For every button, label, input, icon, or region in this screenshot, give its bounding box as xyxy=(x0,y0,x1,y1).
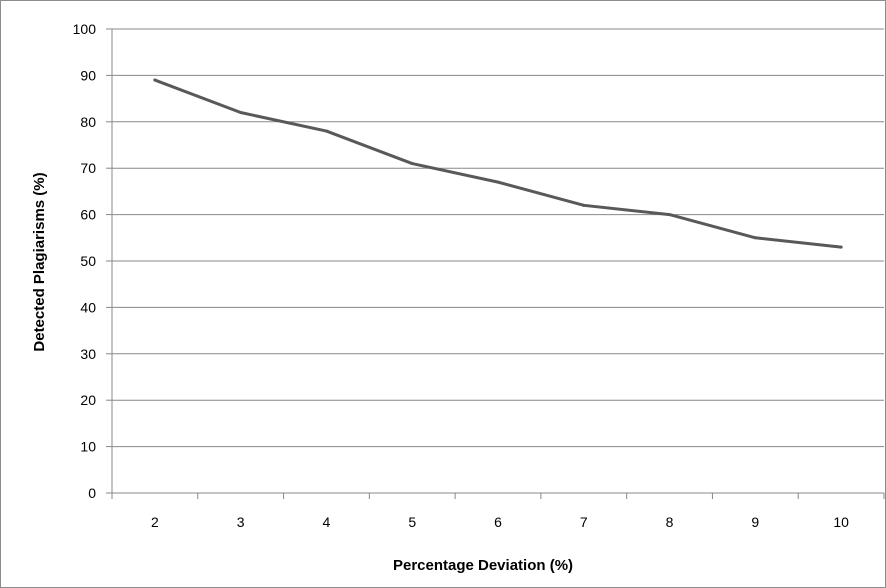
data-point xyxy=(582,203,586,207)
y-tick-label: 30 xyxy=(80,346,96,362)
y-tick-label: 0 xyxy=(88,485,96,501)
y-tick-label: 60 xyxy=(80,207,96,223)
x-axis-title: Percentage Deviation (%) xyxy=(393,557,573,574)
data-point xyxy=(496,180,500,184)
y-tick-label: 50 xyxy=(80,253,96,269)
x-tick-label: 5 xyxy=(408,514,416,530)
y-tick-label: 80 xyxy=(80,114,96,130)
x-tick-label: 6 xyxy=(494,514,502,530)
y-tick-label: 40 xyxy=(80,299,96,315)
x-axis-tick-labels: 2 3 4 5 6 7 8 9 10 xyxy=(151,514,849,530)
x-tick-label: 7 xyxy=(580,514,588,530)
data-point xyxy=(839,245,843,249)
data-point xyxy=(410,162,414,166)
y-tick-label: 70 xyxy=(80,160,96,176)
data-point xyxy=(753,236,757,240)
series-layer xyxy=(153,78,843,249)
gridlines xyxy=(112,28,884,448)
series-line xyxy=(153,78,843,249)
y-axis-tick-labels: 0 10 20 30 40 50 60 70 80 90 100 xyxy=(73,21,97,501)
data-point xyxy=(668,213,672,217)
data-point xyxy=(324,129,328,133)
y-axis-title: Detected Plagiarisms (%) xyxy=(31,172,48,351)
y-tick-label: 20 xyxy=(80,392,96,408)
y-tick-label: 100 xyxy=(73,21,97,37)
data-point xyxy=(153,78,157,82)
x-tick-label: 10 xyxy=(833,514,849,530)
x-tick-label: 4 xyxy=(323,514,331,530)
x-tick-label: 3 xyxy=(237,514,245,530)
x-tick-label: 8 xyxy=(666,514,674,530)
y-tick-label: 90 xyxy=(80,67,96,83)
x-tick-label: 2 xyxy=(151,514,159,530)
x-tick-label: 9 xyxy=(751,514,759,530)
data-point xyxy=(239,111,243,115)
axes xyxy=(106,28,885,499)
y-tick-label: 10 xyxy=(80,439,96,455)
